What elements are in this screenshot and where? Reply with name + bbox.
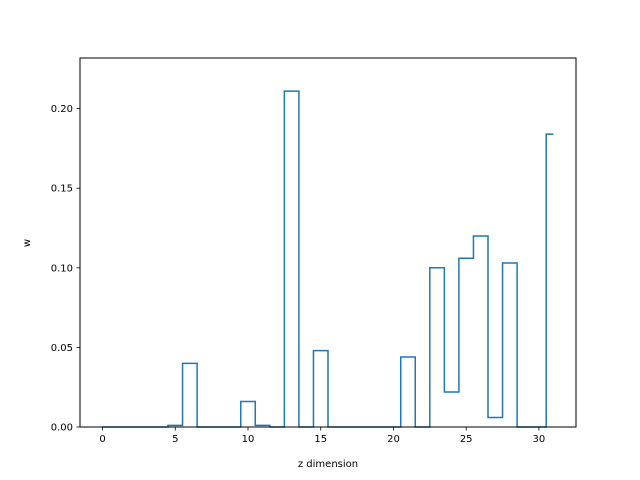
x-tick-label: 30 — [533, 434, 546, 445]
y-tick-label: 0.05 — [51, 343, 73, 354]
x-tick-label: 20 — [387, 434, 400, 445]
y-tick-label: 0.15 — [51, 184, 73, 195]
x-tick-label: 15 — [314, 434, 327, 445]
y-tick-label: 0.10 — [51, 263, 73, 274]
axes-frame — [79, 57, 577, 428]
y-axis-label: w — [22, 239, 33, 247]
plot-area: 0 5 10 15 20 25 30 0.00 0.05 0.10 0.15 0.20 — [51, 57, 577, 445]
y-tick-label: 0.20 — [51, 104, 73, 115]
x-tick-label: 0 — [99, 434, 105, 445]
y-tick-label: 0.00 — [51, 423, 73, 434]
x-axis-label: z dimension — [298, 459, 358, 470]
x-tick-label: 5 — [172, 434, 178, 445]
x-tick-label: 25 — [460, 434, 473, 445]
x-tick-label: 10 — [242, 434, 255, 445]
